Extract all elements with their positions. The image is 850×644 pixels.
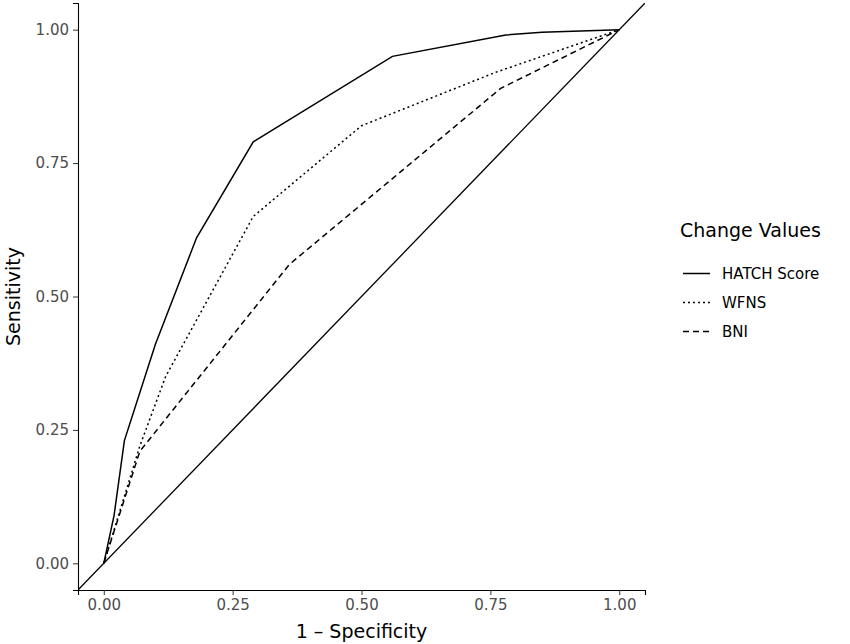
series-line: [104, 30, 619, 564]
legend-label: HATCH Score: [722, 265, 819, 283]
tick: 0.00: [36, 555, 78, 573]
chart: 0.00 0.25 0.50 0.75 1.00 0.00 0.25 0.50 0.75 1.00…: [0, 0, 850, 644]
tick-label: 0.25: [216, 596, 249, 614]
axis-line: [79, 591, 646, 596]
tick: 0.00: [88, 590, 121, 614]
tick-mark: [233, 590, 234, 595]
tick-mark: [619, 590, 620, 595]
legend-key: [683, 273, 710, 275]
reference-diagonal: [78, 3, 645, 590]
x-axis: 0.00 0.25 0.50 0.75 1.00: [79, 590, 646, 614]
data-area: [78, 3, 645, 590]
x-axis-title: 1 – Specificity: [296, 620, 428, 642]
legend-label: BNI: [722, 323, 748, 341]
legend-title: Change Values: [680, 219, 821, 241]
tick: 1.00: [36, 21, 78, 39]
y-axis: 0.00 0.25 0.50 0.75 1.00: [36, 4, 79, 591]
tick-label: 0.50: [36, 288, 69, 306]
tick: 0.25: [36, 421, 78, 439]
tick-mark: [73, 163, 78, 164]
tick-label: 0.00: [88, 596, 121, 614]
tick: 0.75: [474, 590, 507, 614]
legend: Change Values HATCH Score WFNS BNI: [680, 219, 821, 341]
tick-label: 0.75: [474, 596, 507, 614]
tick-label: 0.50: [345, 596, 378, 614]
series-line: [104, 30, 619, 564]
tick-mark: [73, 430, 78, 431]
y-axis-title: Sensitivity: [2, 247, 24, 346]
tick: 0.75: [36, 154, 78, 172]
tick: 0.25: [216, 590, 249, 614]
tick-label: 0.75: [36, 154, 69, 172]
tick-mark: [104, 590, 105, 595]
tick-label: 1.00: [36, 21, 69, 39]
tick-label: 1.00: [603, 596, 636, 614]
tick-mark: [362, 590, 363, 595]
series-line: [104, 30, 619, 564]
legend-key: [683, 302, 710, 304]
tick-label: 0.00: [36, 555, 69, 573]
tick-label: 0.25: [36, 421, 69, 439]
tick-mark: [490, 590, 491, 595]
tick-mark: [73, 563, 78, 564]
legend-label: WFNS: [722, 294, 766, 312]
tick-mark: [73, 30, 78, 31]
plot: 0.00 0.25 0.50 0.75 1.00 0.00 0.25 0.50 0.75 1.00: [36, 3, 646, 614]
tick-mark: [73, 297, 78, 298]
tick: 0.50: [36, 288, 78, 306]
legend-key: [683, 331, 710, 333]
axis-line: [73, 4, 79, 591]
tick: 1.00: [603, 590, 636, 614]
tick: 0.50: [345, 590, 378, 614]
